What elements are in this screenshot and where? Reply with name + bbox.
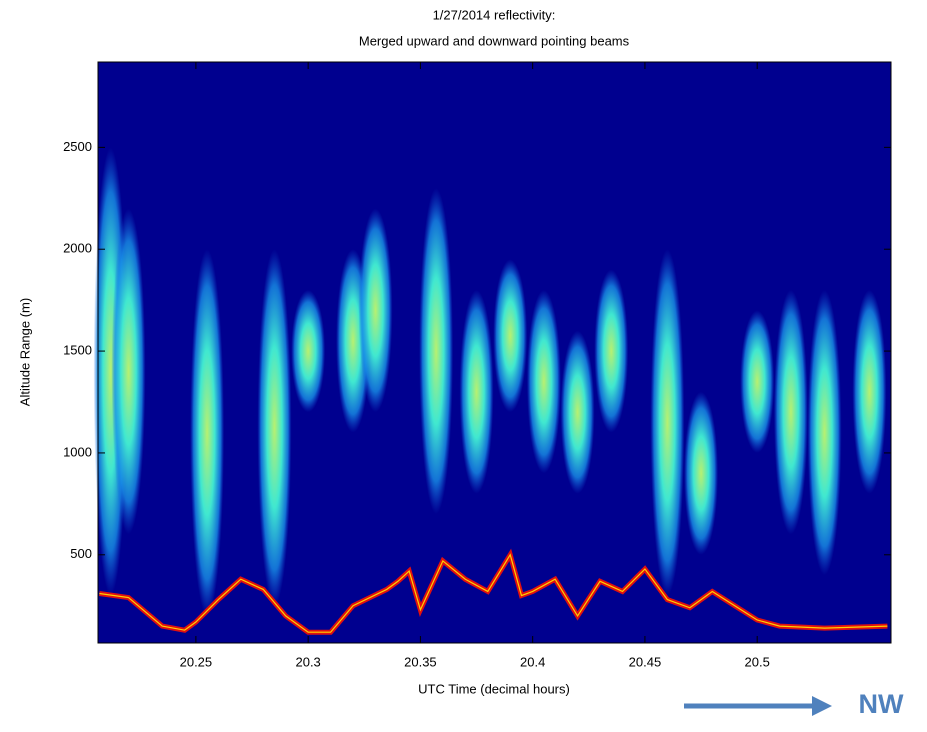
direction-label: NW — [859, 689, 904, 719]
chart-title: 1/27/2014 reflectivity: — [433, 7, 556, 22]
y-tick-label: 2000 — [63, 241, 92, 256]
reflectivity-cell — [740, 310, 775, 453]
reflectivity-cell — [594, 269, 629, 433]
reflectivity-cell — [807, 289, 842, 576]
x-tick-label: 20.5 — [745, 654, 770, 669]
chart-subtitle: Merged upward and downward pointing beam… — [359, 33, 630, 48]
reflectivity-cell — [257, 249, 292, 606]
y-tick-label: 1000 — [63, 444, 92, 459]
reflectivity-cell — [111, 208, 146, 535]
reflectivity-cell — [560, 330, 595, 494]
reflectivity-cell — [493, 259, 528, 413]
ground-echo-core — [99, 553, 888, 633]
arrow-head — [812, 696, 832, 716]
x-tick-label: 20.4 — [520, 654, 545, 669]
reflectivity-cell — [852, 289, 887, 494]
reflectivity-cell — [684, 391, 719, 555]
reflectivity-cell — [650, 249, 685, 596]
cells — [93, 147, 887, 616]
plot-frame — [97, 61, 892, 644]
x-axis-label: UTC Time (decimal hours) — [418, 681, 570, 696]
y-tick-label: 500 — [70, 546, 92, 561]
reflectivity-cell — [358, 208, 393, 413]
x-tick-label: 20.25 — [180, 654, 213, 669]
reflectivity-cell — [291, 289, 326, 413]
reflectivity-cell — [419, 188, 454, 515]
reflectivity-cell — [459, 289, 494, 494]
x-tick-label: 20.35 — [404, 654, 437, 669]
reflectivity-cell — [190, 249, 225, 616]
y-axis-label: Altitude Range (m) — [17, 298, 32, 406]
reflectivity-cell — [526, 289, 561, 474]
reflectivity-cell — [773, 289, 808, 535]
x-tick-label: 20.45 — [629, 654, 662, 669]
x-tick-label: 20.3 — [295, 654, 320, 669]
y-tick-label: 2500 — [63, 139, 92, 154]
y-tick-label: 1500 — [63, 343, 92, 358]
